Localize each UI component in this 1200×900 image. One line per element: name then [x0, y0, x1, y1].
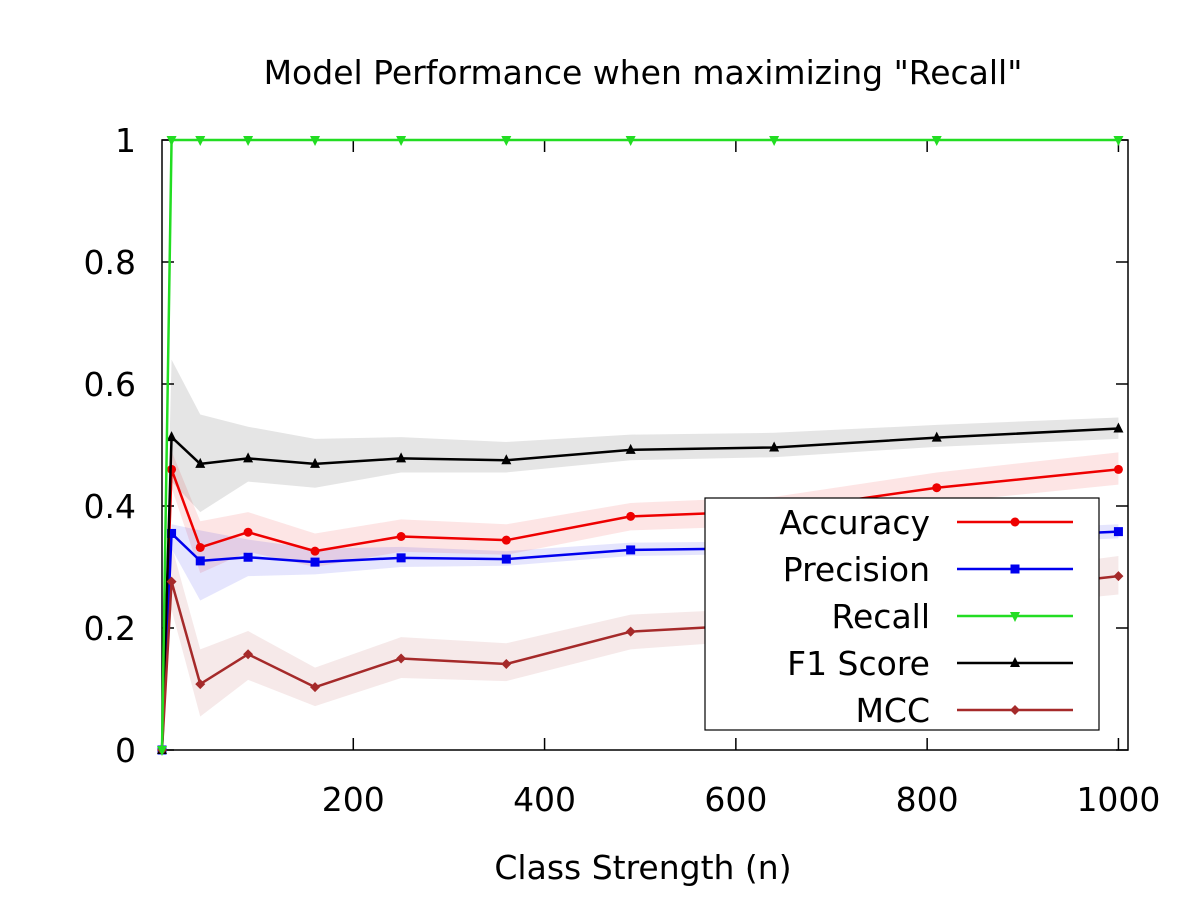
x-tick-label: 400 [513, 780, 576, 819]
legend-label-mcc: MCC [855, 691, 930, 730]
mcc-point [625, 626, 636, 637]
recall-point [501, 136, 512, 146]
precision-point [501, 554, 511, 564]
recall-point [931, 136, 942, 146]
legend-marker-recall [1010, 612, 1020, 622]
legend-label-f1-score: F1 Score [787, 644, 930, 683]
f1-score-point [243, 452, 254, 463]
accuracy-point [932, 483, 942, 493]
f1-score-point [396, 452, 407, 463]
precision-point [626, 545, 636, 555]
recall-point [396, 136, 407, 146]
chart-title: Model Performance when maximizing "Recal… [264, 53, 1023, 92]
x-axis-label: Class Strength (n) [494, 848, 791, 887]
f1-score-point [625, 443, 636, 454]
y-tick-label: 0.6 [84, 365, 136, 404]
f1-score-point [1113, 422, 1124, 433]
accuracy-point [243, 527, 253, 537]
recall-point [310, 136, 321, 146]
f1-score-point [310, 457, 321, 468]
precision-point [195, 556, 205, 566]
y-tick-label: 0 [115, 731, 136, 770]
accuracy-band [162, 451, 1119, 750]
legend-box [704, 497, 1100, 731]
recall-point [195, 136, 206, 146]
mcc-point [501, 658, 512, 669]
f1-score-point [931, 431, 942, 442]
mcc-point [310, 682, 321, 693]
precision-band [162, 524, 1119, 750]
legend-marker-accuracy [1010, 517, 1020, 527]
mcc-point [195, 679, 206, 690]
axes: 0 0.2 0.4 0.6 0.8 1 200 400 600 800 1000 [84, 121, 1161, 819]
precision-point [310, 557, 320, 567]
recall-point [157, 746, 167, 756]
accuracy-point [396, 532, 406, 541]
f1-score-point [166, 431, 177, 442]
recall-point [769, 136, 780, 146]
legend: Accuracy Precision Recall F1 Score MCC [704, 497, 1100, 731]
mcc-point [396, 653, 407, 664]
legend-marker-mcc [1010, 705, 1020, 715]
x-tick-label: 600 [704, 780, 767, 819]
y-tick-label: 0.4 [84, 487, 136, 526]
f1-score-point [195, 457, 206, 468]
accuracy-point [501, 535, 511, 545]
precision-point [243, 552, 253, 562]
precision-point [167, 528, 177, 538]
f1-score-point [501, 454, 512, 465]
f1-score-point [769, 441, 780, 452]
accuracy-point [1113, 464, 1123, 474]
y-tick-label: 0.8 [84, 243, 136, 282]
legend-label-recall: Recall [832, 597, 930, 636]
y-tick-label: 0.2 [84, 609, 136, 648]
x-tick-label: 1000 [1076, 780, 1160, 819]
mcc-point [243, 649, 254, 660]
x-tick-label: 800 [896, 780, 959, 819]
accuracy-point [626, 511, 636, 521]
y-tick-label: 1 [115, 121, 136, 160]
precision-point [1113, 527, 1123, 537]
mcc-point [1113, 571, 1124, 582]
recall-point [166, 136, 177, 146]
accuracy-point [310, 546, 320, 556]
x-tick-label: 200 [322, 780, 385, 819]
accuracy-point [195, 542, 205, 552]
recall-point [625, 136, 636, 146]
legend-marker-precision [1010, 564, 1020, 574]
recall-point [1113, 136, 1124, 146]
legend-label-precision: Precision [783, 550, 930, 589]
mcc-point [166, 576, 177, 587]
recall-point [243, 136, 254, 146]
legend-label-accuracy: Accuracy [779, 503, 930, 542]
precision-point [396, 553, 406, 563]
legend-marker-f1-score [1010, 657, 1020, 667]
